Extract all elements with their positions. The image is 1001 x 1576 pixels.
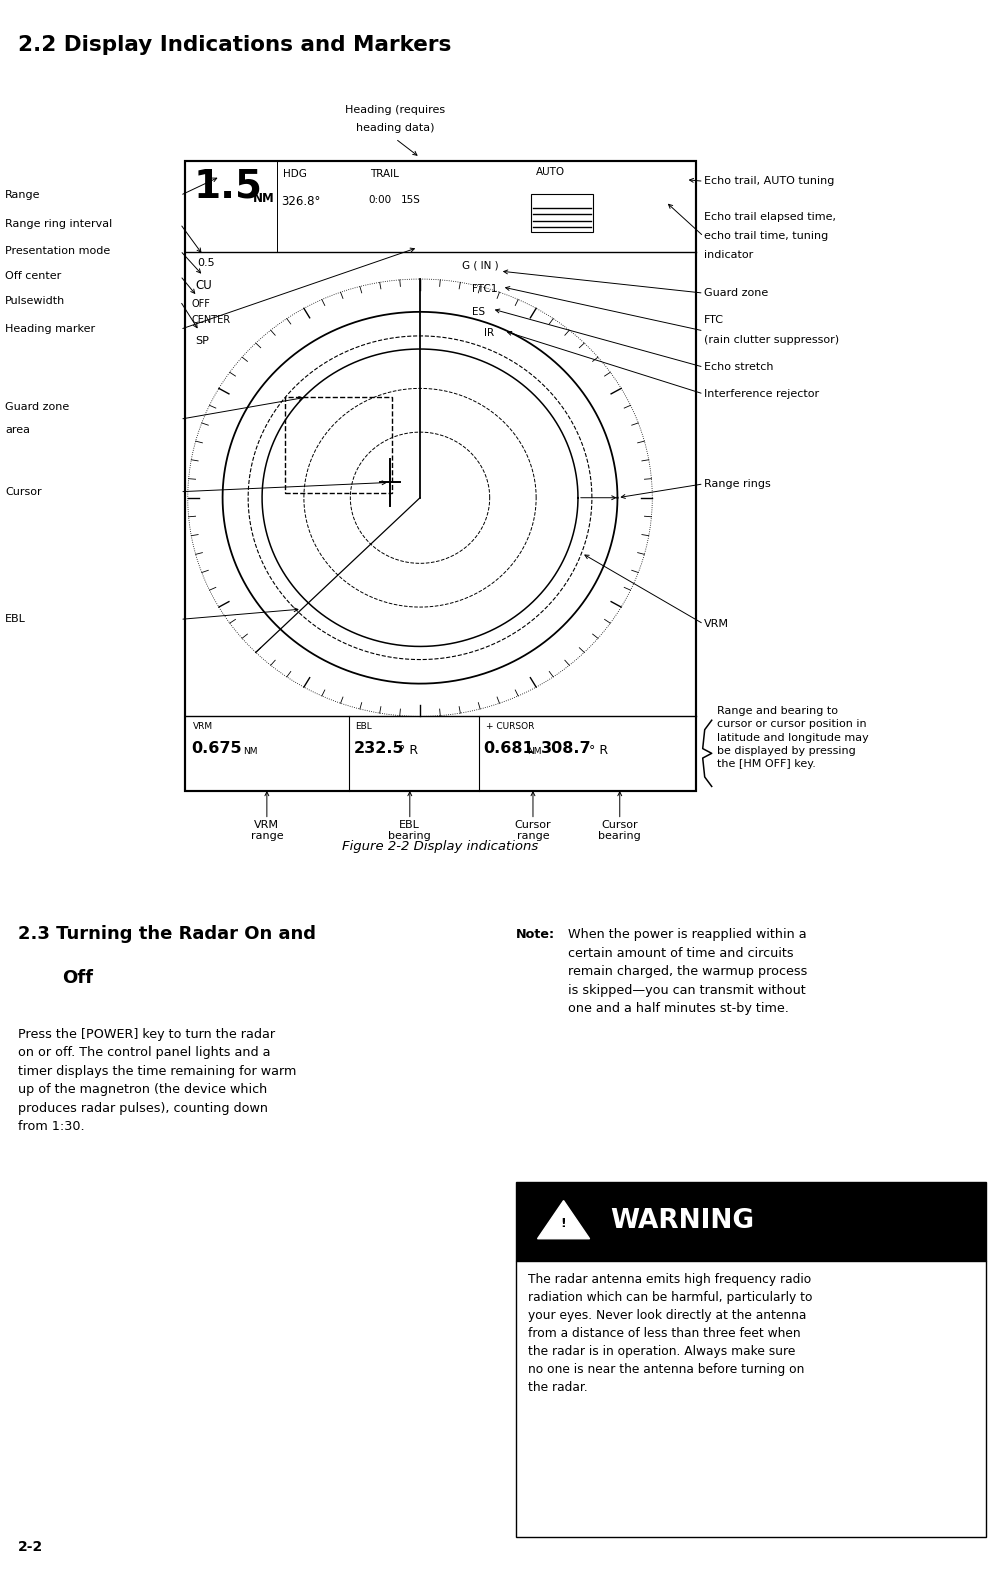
Text: Interference rejector: Interference rejector <box>704 389 819 399</box>
Text: Note:: Note: <box>516 928 555 941</box>
Text: ° R: ° R <box>589 744 608 756</box>
Text: The radar antenna emits high frequency radio
radiation which can be harmful, par: The radar antenna emits high frequency r… <box>528 1273 812 1395</box>
Text: Range ring interval: Range ring interval <box>5 219 112 229</box>
Text: 1.5: 1.5 <box>193 167 262 205</box>
Text: (rain clutter suppressor): (rain clutter suppressor) <box>704 336 839 345</box>
Text: 232.5: 232.5 <box>353 741 404 756</box>
Text: Range and bearing to
cursor or cursor position in
latitude and longitude may
be : Range and bearing to cursor or cursor po… <box>717 706 869 769</box>
Text: Off: Off <box>62 969 93 987</box>
Text: Presentation mode: Presentation mode <box>5 246 110 255</box>
Text: 326.8°: 326.8° <box>281 195 320 208</box>
Text: HDG: HDG <box>283 169 307 178</box>
Text: Cursor: Cursor <box>5 487 42 496</box>
Text: 0.675: 0.675 <box>191 741 242 756</box>
Text: 0.5: 0.5 <box>197 258 215 268</box>
Text: G ( IN ): G ( IN ) <box>461 260 498 269</box>
Text: Heading marker: Heading marker <box>5 325 95 334</box>
Text: CENTER: CENTER <box>191 315 230 325</box>
Text: 2-2: 2-2 <box>18 1540 43 1554</box>
Text: When the power is reapplied within a
certain amount of time and circuits
remain : When the power is reapplied within a cer… <box>568 928 807 1015</box>
Text: Echo trail elapsed time,: Echo trail elapsed time, <box>704 213 836 222</box>
Text: Cursor
range: Cursor range <box>515 820 552 842</box>
Text: FTC: FTC <box>704 315 724 325</box>
Text: 0.681: 0.681 <box>483 741 535 756</box>
Text: OFF: OFF <box>191 299 210 309</box>
Text: Echo stretch: Echo stretch <box>704 362 773 372</box>
Text: heading data): heading data) <box>356 123 434 132</box>
Text: EBL: EBL <box>355 722 372 731</box>
Text: VRM: VRM <box>193 722 213 731</box>
Text: NM: NM <box>253 192 275 205</box>
Bar <box>185 161 696 791</box>
Text: Press the [POWER] key to turn the radar
on or off. The control panel lights and : Press the [POWER] key to turn the radar … <box>18 1028 296 1133</box>
Text: TRAIL: TRAIL <box>370 169 399 178</box>
Text: Cursor
bearing: Cursor bearing <box>599 820 641 842</box>
Text: CU: CU <box>195 279 212 292</box>
Text: Range: Range <box>5 191 40 200</box>
Text: FTC1: FTC1 <box>471 284 497 293</box>
Text: 0:00: 0:00 <box>368 195 391 205</box>
Text: 2.2 Display Indications and Markers: 2.2 Display Indications and Markers <box>18 35 451 55</box>
Text: 2.3 Turning the Radar On and: 2.3 Turning the Radar On and <box>18 925 316 942</box>
Text: VRM: VRM <box>704 619 729 629</box>
Text: IR: IR <box>483 328 493 337</box>
Text: SP: SP <box>195 336 209 345</box>
Text: EBL: EBL <box>5 615 26 624</box>
Text: 308.7: 308.7 <box>541 741 592 756</box>
Text: Echo trail, AUTO tuning: Echo trail, AUTO tuning <box>704 177 834 186</box>
Text: WARNING: WARNING <box>611 1209 755 1234</box>
Text: ° R: ° R <box>398 744 417 756</box>
Text: Figure 2-2 Display indications: Figure 2-2 Display indications <box>342 840 539 853</box>
Text: !: ! <box>561 1217 567 1229</box>
Text: area: area <box>5 426 30 435</box>
Text: Pulsewidth: Pulsewidth <box>5 296 65 306</box>
Text: Guard zone: Guard zone <box>704 288 768 298</box>
Text: 15S: 15S <box>400 195 420 205</box>
Text: EBL
bearing: EBL bearing <box>388 820 431 842</box>
Polygon shape <box>538 1201 590 1239</box>
Text: Heading (requires: Heading (requires <box>345 106 445 115</box>
Text: NM: NM <box>527 747 542 756</box>
Text: NM: NM <box>243 747 257 756</box>
Text: VRM
range: VRM range <box>250 820 283 842</box>
Text: indicator: indicator <box>704 251 753 260</box>
Text: Off center: Off center <box>5 271 61 281</box>
Text: + CURSOR: + CURSOR <box>485 722 535 731</box>
Text: echo trail time, tuning: echo trail time, tuning <box>704 232 828 241</box>
Text: ES: ES <box>471 307 484 317</box>
Bar <box>531 194 593 232</box>
Text: Range rings: Range rings <box>704 479 771 489</box>
Text: Guard zone: Guard zone <box>5 402 69 411</box>
Bar <box>516 1261 986 1537</box>
Bar <box>185 161 696 791</box>
Text: AUTO: AUTO <box>536 167 565 177</box>
Bar <box>516 1182 986 1261</box>
Bar <box>285 397 392 493</box>
